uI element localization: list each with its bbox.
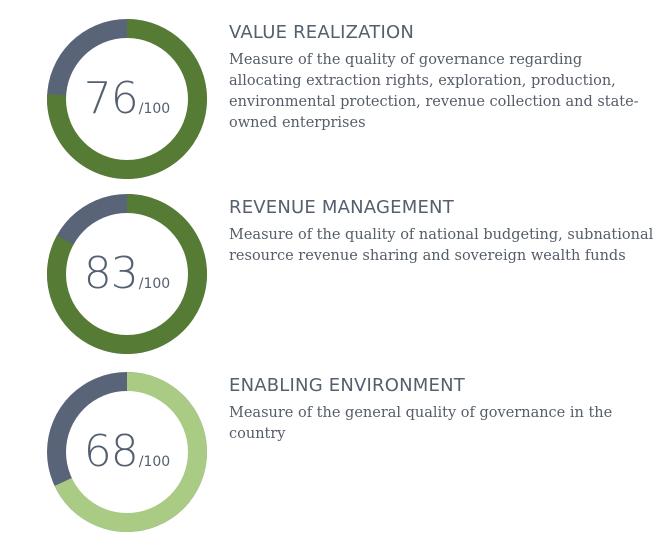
score-max: /100	[138, 276, 171, 292]
score-value: 68	[83, 426, 139, 477]
metric-title: REVENUE MANAGEMENT	[229, 197, 454, 218]
score-max: /100	[138, 101, 171, 117]
donut-gauge: 76 /100	[44, 16, 210, 182]
metric-enabling-environment: 68 /100 ENABLING ENVIRONMENT Measure of …	[0, 353, 670, 538]
score-max: /100	[138, 454, 171, 470]
donut-center	[66, 391, 188, 513]
donut-center	[66, 213, 188, 335]
donut-gauge: 83 /100	[44, 191, 210, 357]
metric-description: Measure of the general quality of govern…	[229, 404, 613, 442]
metric-title: ENABLING ENVIRONMENT	[229, 375, 465, 396]
donut-chart	[47, 372, 208, 532]
score-value: 83	[83, 248, 139, 299]
donut-gauge: 68 /100	[44, 369, 210, 535]
metric-value-realization: 76 /100 VALUE REALIZATION Measure of the…	[0, 0, 670, 185]
metric-text: REVENUE MANAGEMENT Measure of the qualit…	[229, 197, 659, 267]
metric-revenue-management: 83 /100 REVENUE MANAGEMENT Measure of th…	[0, 175, 670, 360]
score-label: 68 /100	[44, 369, 210, 535]
metric-description: Measure of the quality of national budge…	[229, 226, 654, 264]
metric-text: ENABLING ENVIRONMENT Measure of the gene…	[229, 375, 659, 445]
donut-chart	[47, 19, 208, 180]
donut-chart	[46, 194, 208, 354]
metric-description: Measure of the quality of governance reg…	[229, 51, 639, 131]
donut-center	[66, 38, 188, 160]
metric-title: VALUE REALIZATION	[229, 22, 414, 43]
score-label: 76 /100	[44, 16, 210, 182]
score-value: 76	[83, 73, 139, 124]
metric-text: VALUE REALIZATION Measure of the quality…	[229, 22, 659, 134]
score-label: 83 /100	[44, 191, 210, 357]
